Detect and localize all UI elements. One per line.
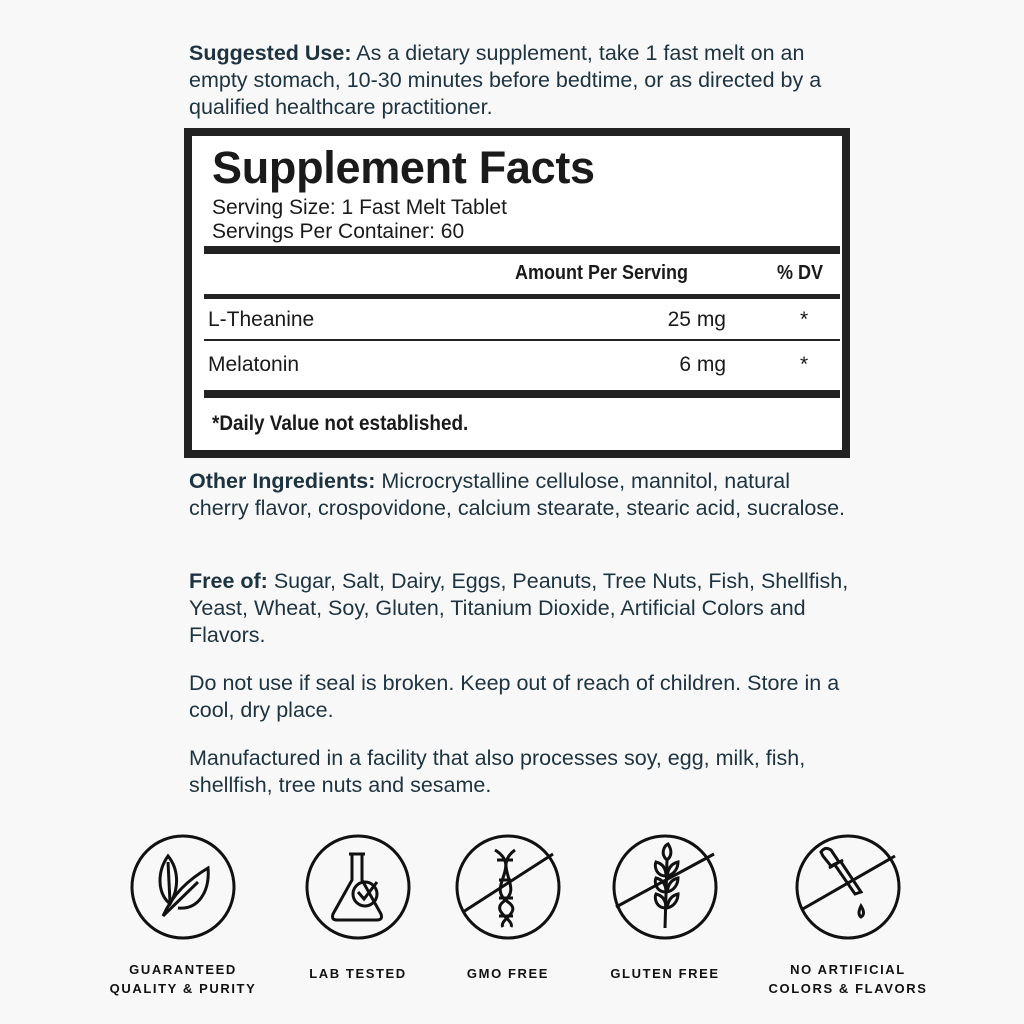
- divider-thick: [204, 246, 840, 254]
- badge-label: GLUTEN FREE: [610, 966, 720, 981]
- free-of-text: Sugar, Salt, Dairy, Eggs, Peanuts, Tree …: [189, 569, 849, 647]
- servings-per-container: Servings Per Container: 60: [212, 220, 465, 243]
- badge-lab-tested: LAB TESTED: [278, 832, 438, 981]
- badge-label: GUARANTEED QUALITY & PURITY: [109, 962, 257, 996]
- free-of-label: Free of:: [189, 569, 268, 593]
- row-amount: 25 mg: [667, 308, 726, 331]
- dropper-crossed-icon: [795, 834, 901, 940]
- row-dv: *: [800, 308, 809, 331]
- other-ingredients: Other Ingredients: Microcrystalline cell…: [189, 468, 849, 522]
- dna-crossed-icon: [455, 834, 561, 940]
- badge-gluten-free: GLUTEN FREE: [585, 832, 745, 981]
- divider-medium: [204, 294, 840, 299]
- other-ingredients-text: Microcrystalline cellulose, mannitol, na…: [189, 469, 846, 520]
- badge-label: GMO FREE: [466, 966, 550, 981]
- warning: Do not use if seal is broken. Keep out o…: [189, 671, 840, 722]
- divider-thick: [204, 390, 840, 398]
- badge-quality: GUARANTEED QUALITY & PURITY: [103, 832, 263, 996]
- wheat-crossed-icon: [612, 834, 718, 940]
- header-dv: % DV: [777, 262, 824, 284]
- divider-thin: [204, 339, 840, 341]
- flask-check-icon: [305, 834, 411, 940]
- leaf-icon: [130, 834, 236, 940]
- row-amount: 6 mg: [679, 353, 726, 376]
- suggested-use-label: Suggested Use:: [189, 41, 352, 65]
- serving-size: Serving Size: 1 Fast Melt Tablet: [212, 196, 507, 219]
- free-of: Free of: Sugar, Salt, Dairy, Eggs, Peanu…: [189, 568, 849, 649]
- badge-gmo-free: GMO FREE: [428, 832, 588, 981]
- other-ingredients-label: Other Ingredients:: [189, 469, 376, 493]
- row-name: Melatonin: [208, 353, 300, 376]
- footnote: *Daily Value not established.: [212, 412, 469, 435]
- row-dv: *: [800, 353, 809, 376]
- suggested-use: Suggested Use: As a dietary supplement, …: [189, 40, 849, 121]
- facility-statement: Manufactured in a facility that also pro…: [189, 746, 806, 797]
- badge-no-artificial: NO ARTIFICIAL COLORS & FLAVORS: [768, 832, 928, 996]
- badge-label: NO ARTIFICIAL COLORS & FLAVORS: [768, 962, 928, 996]
- badge-label: LAB TESTED: [309, 966, 407, 981]
- row-name: L-Theanine: [208, 308, 315, 331]
- header-amount: Amount Per Serving: [515, 262, 689, 284]
- supplement-facts-panel: Supplement Facts Serving Size: 1 Fast Me…: [184, 128, 850, 458]
- facts-title: Supplement Facts: [212, 142, 595, 193]
- suggested-use-text: As a dietary supplement, take 1 fast mel…: [189, 41, 822, 119]
